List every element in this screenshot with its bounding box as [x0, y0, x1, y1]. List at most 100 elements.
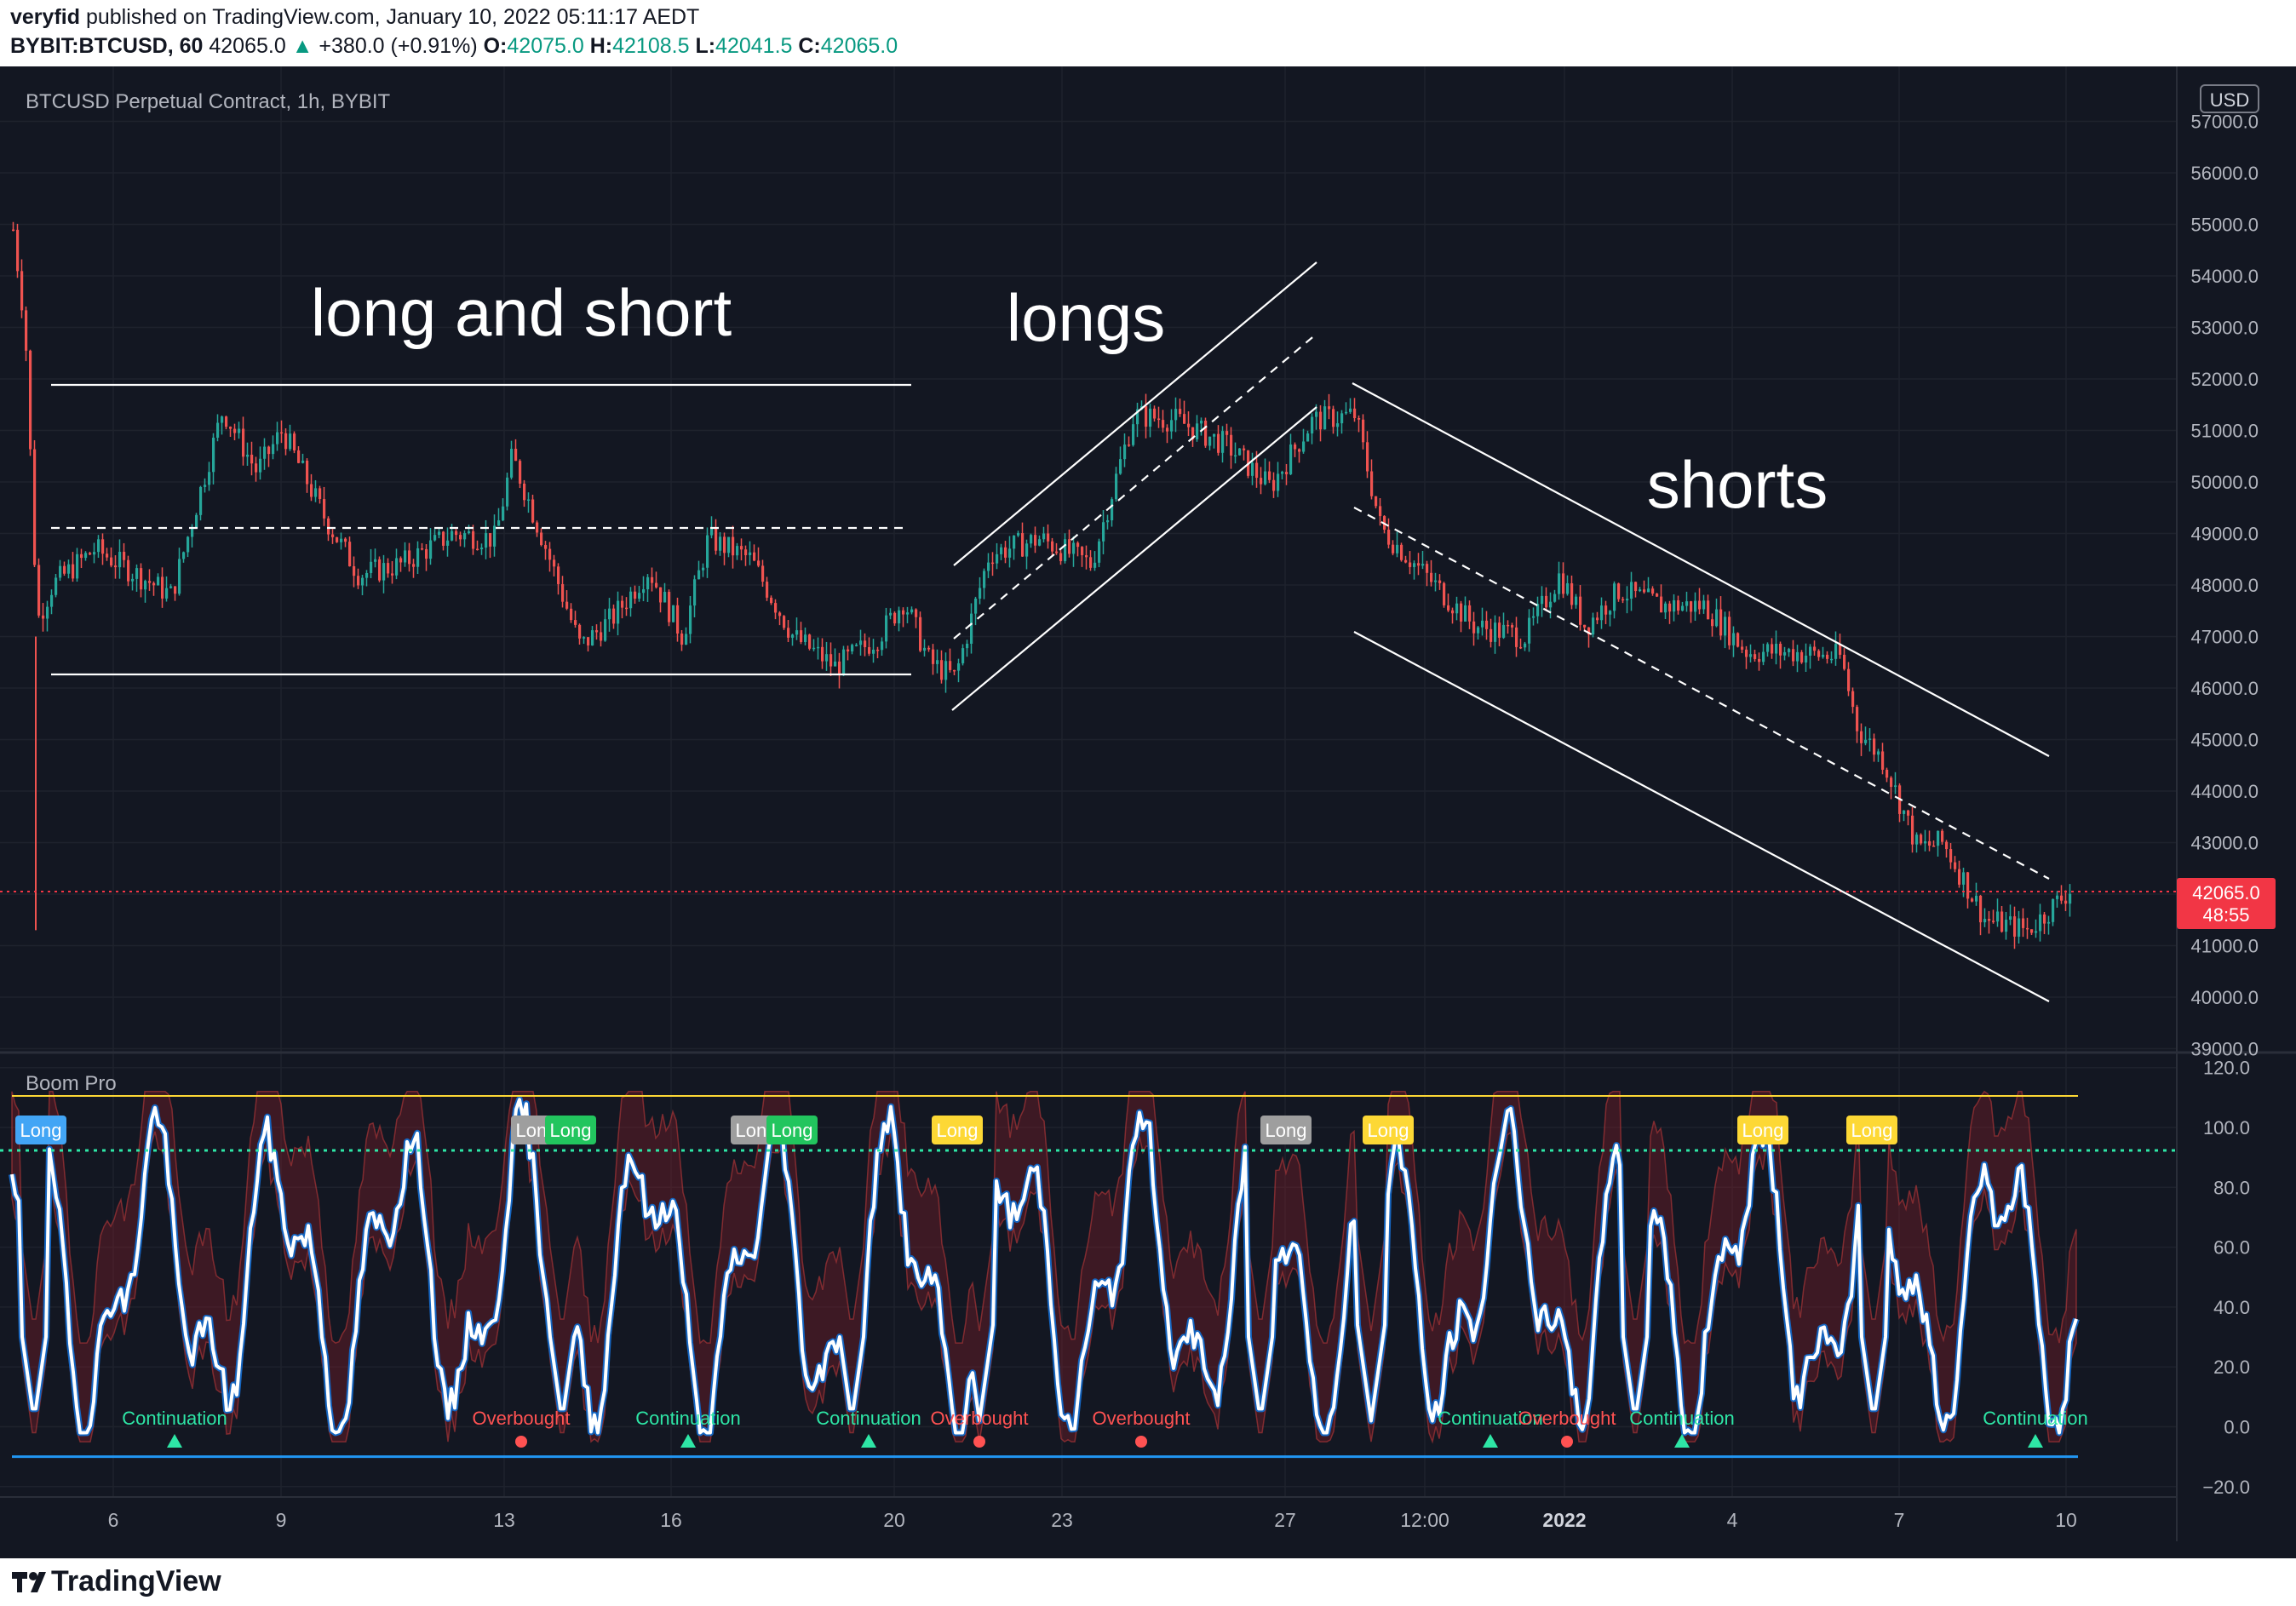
price-tick: 45000.0: [2190, 730, 2259, 751]
candle-body: [1379, 506, 1382, 517]
up-channel-mid[interactable]: [953, 333, 1317, 640]
candle-body: [314, 488, 318, 497]
candle-body: [1613, 583, 1616, 611]
price-tick: 55000.0: [2190, 215, 2259, 236]
candle-body: [1707, 600, 1710, 620]
up-channel-top[interactable]: [953, 261, 1317, 566]
candle-body: [408, 550, 411, 565]
candle-body: [1507, 624, 1510, 627]
candle-body: [1460, 603, 1463, 622]
candle-body: [174, 586, 177, 594]
candle-body: [1417, 563, 1421, 566]
candle-body: [1822, 654, 1825, 657]
candle-body: [1954, 862, 1957, 869]
candle-body: [1034, 535, 1037, 546]
signal-label-box[interactable]: [545, 1116, 596, 1144]
candle-body: [106, 553, 109, 558]
candle-body: [1093, 562, 1097, 568]
candle-body: [502, 506, 505, 521]
author-name[interactable]: veryfid: [10, 5, 80, 29]
candle-body: [127, 559, 130, 582]
price-tick: 39000.0: [2190, 1039, 2259, 1060]
symbol-label[interactable]: BYBIT:BTCUSD, 60: [10, 34, 204, 58]
candle-body: [123, 552, 126, 560]
down-channel-top[interactable]: [1352, 382, 2050, 757]
candle-body: [1575, 596, 1578, 605]
candle-body: [872, 649, 875, 654]
candle-body: [1971, 898, 1974, 902]
candle-body: [293, 433, 296, 450]
candle-body: [1196, 423, 1199, 439]
candle-body: [263, 446, 267, 459]
signal-label-box[interactable]: [1737, 1116, 1788, 1144]
candle-body: [842, 649, 846, 676]
chart-area[interactable]: BTCUSD Perpetual Contract, 1h, BYBIT USD…: [0, 66, 2296, 1558]
candle-body: [50, 594, 54, 607]
signal-label-box[interactable]: [932, 1116, 983, 1144]
candle-body: [1047, 533, 1050, 542]
candle-body: [63, 565, 66, 574]
candle-body: [361, 577, 364, 586]
candle-body: [1128, 445, 1131, 446]
candle-body: [825, 654, 829, 662]
signal-label-box[interactable]: [1846, 1116, 1897, 1144]
candle-body: [1234, 455, 1237, 457]
candle-body: [868, 646, 871, 654]
candle-body: [1643, 589, 1646, 593]
candle-body: [2005, 920, 2008, 932]
indicator-scale[interactable]: 120.0 100.0 80.0 60.0 40.0 20.0 0.0 −20.0: [2202, 1058, 2250, 1498]
drawn-trendlines[interactable]: [51, 261, 2050, 1002]
candle-body: [859, 640, 863, 645]
event-label: Overbought: [473, 1408, 571, 1429]
chart-canvas[interactable]: BTCUSD Perpetual Contract, 1h, BYBIT USD…: [0, 66, 2296, 1558]
signal-label-box[interactable]: [1363, 1116, 1414, 1144]
candle-body: [634, 591, 637, 599]
candle-body: [804, 634, 807, 642]
candle-body: [732, 536, 735, 556]
candle-body: [1038, 539, 1042, 546]
candle-body: [152, 582, 156, 586]
candle-body: [2047, 921, 2051, 924]
candle-body: [1694, 600, 1697, 612]
tradingview-logo[interactable]: TradingView: [10, 1565, 221, 1598]
candle-body: [1656, 594, 1659, 597]
candle-body: [12, 229, 15, 232]
time-scale[interactable]: 6 9 13 16 20 23 27 12:00 2022 4 7 10: [108, 1509, 2077, 1531]
candle-body: [1055, 551, 1059, 553]
signal-label-box[interactable]: [766, 1116, 818, 1144]
candle-body: [1076, 542, 1080, 548]
price-tick: 47000.0: [2190, 627, 2259, 648]
candle-body: [378, 559, 382, 581]
time-tick: 2022: [1542, 1509, 1586, 1531]
candle-body: [1664, 603, 1667, 613]
candle-body: [1677, 599, 1680, 611]
signal-label-box[interactable]: [15, 1116, 66, 1144]
candle-body: [587, 637, 590, 645]
candle-body: [1217, 433, 1220, 453]
down-channel-bottom[interactable]: [1353, 631, 2050, 1002]
candle-body: [438, 531, 441, 536]
candle-body: [42, 615, 45, 619]
up-channel-bottom[interactable]: [951, 406, 1317, 711]
candle-body: [1004, 547, 1007, 558]
candle-body: [1179, 409, 1182, 415]
down-channel-mid[interactable]: [1353, 507, 2050, 880]
candle-body: [1485, 620, 1489, 629]
candle-body: [416, 548, 420, 567]
candle-body: [778, 612, 782, 617]
signal-label-box[interactable]: [1260, 1116, 1312, 1144]
indicator-tick: −20.0: [2202, 1477, 2250, 1498]
candle-body: [570, 608, 573, 621]
candle-body: [983, 571, 986, 588]
candle-body: [1174, 409, 1178, 421]
candle-body: [1434, 580, 1438, 582]
candle-body: [1788, 649, 1791, 652]
price-scale[interactable]: 57000.0 56000.0 55000.0 54000.0 53000.0 52000…: [2190, 112, 2259, 1060]
candle-body: [565, 601, 569, 609]
price-tick: 41000.0: [2190, 936, 2259, 957]
candle-body: [1358, 417, 1361, 420]
event-label: Continuation: [816, 1408, 921, 1429]
candle-body: [795, 630, 799, 635]
currency-button[interactable]: [2200, 84, 2259, 113]
